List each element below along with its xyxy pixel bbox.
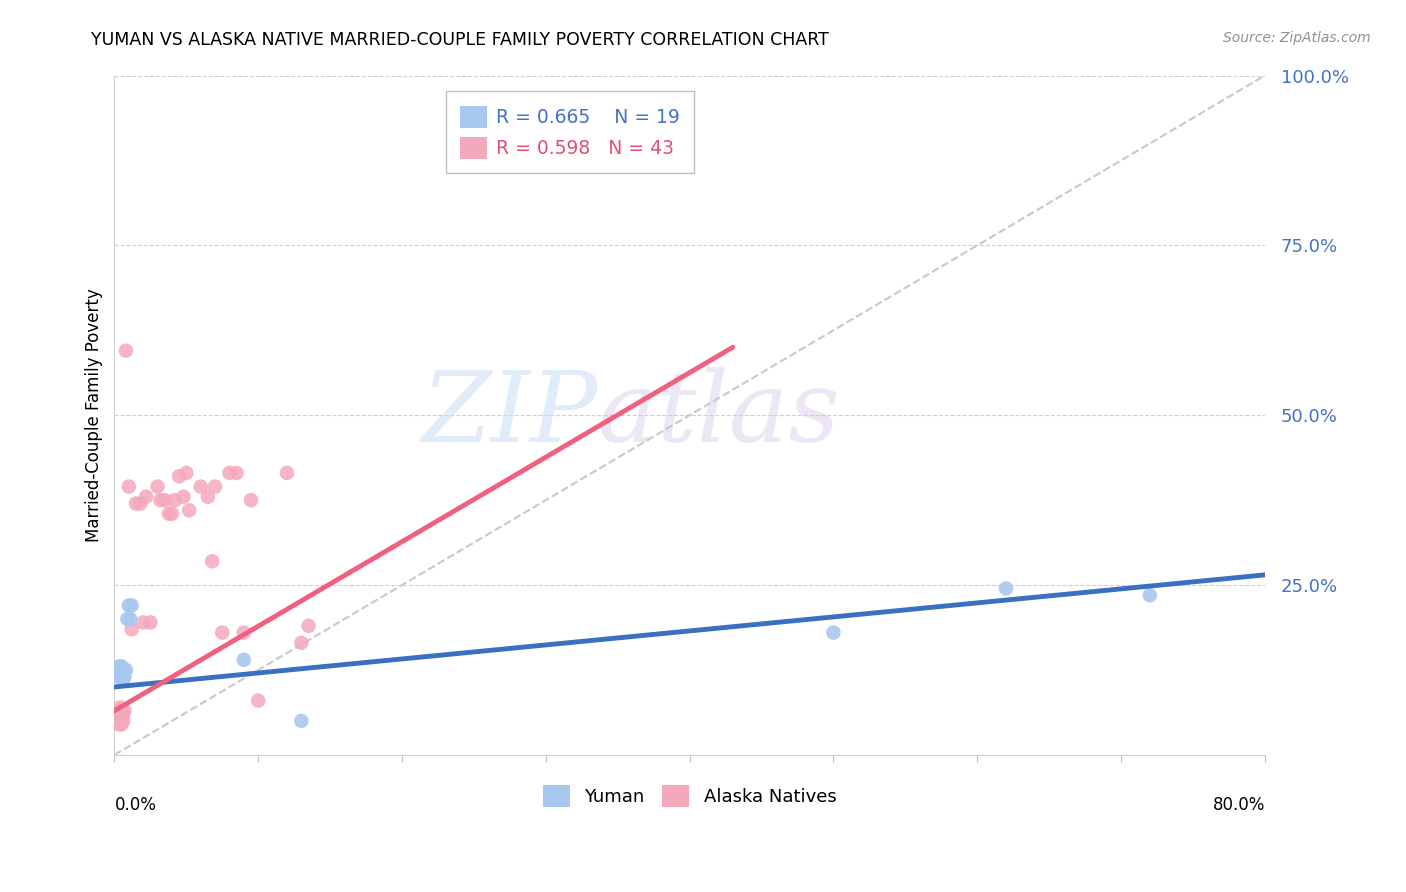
Point bbox=[110, 666, 132, 681]
Text: atlas: atlas bbox=[598, 368, 841, 463]
Point bbox=[110, 704, 132, 718]
Point bbox=[176, 466, 198, 480]
Point bbox=[121, 599, 143, 613]
Point bbox=[163, 493, 186, 508]
Point bbox=[107, 717, 129, 731]
Point bbox=[172, 490, 194, 504]
Point bbox=[108, 707, 131, 722]
Point bbox=[823, 625, 845, 640]
Point bbox=[240, 493, 263, 508]
Point bbox=[107, 670, 129, 684]
Point bbox=[232, 653, 254, 667]
Point bbox=[290, 714, 312, 728]
Point bbox=[112, 714, 135, 728]
Point bbox=[115, 343, 138, 358]
Point bbox=[114, 670, 136, 684]
Point bbox=[110, 710, 132, 724]
Text: ZIP: ZIP bbox=[422, 368, 598, 463]
Point bbox=[276, 466, 298, 480]
Point bbox=[247, 693, 270, 707]
Point bbox=[114, 704, 136, 718]
Point bbox=[179, 503, 201, 517]
Point bbox=[121, 622, 143, 636]
Point bbox=[108, 714, 131, 728]
Legend: Yuman, Alaska Natives: Yuman, Alaska Natives bbox=[536, 777, 844, 814]
Point bbox=[167, 469, 190, 483]
Point bbox=[110, 659, 132, 673]
Point bbox=[232, 625, 254, 640]
Point bbox=[108, 659, 131, 673]
Point bbox=[112, 673, 135, 688]
Point bbox=[107, 659, 129, 673]
Y-axis label: Married-Couple Family Poverty: Married-Couple Family Poverty bbox=[86, 288, 103, 542]
Text: YUMAN VS ALASKA NATIVE MARRIED-COUPLE FAMILY POVERTY CORRELATION CHART: YUMAN VS ALASKA NATIVE MARRIED-COUPLE FA… bbox=[91, 31, 830, 49]
Text: 0.0%: 0.0% bbox=[114, 796, 156, 814]
Point bbox=[297, 619, 319, 633]
Point bbox=[153, 493, 176, 508]
Point bbox=[112, 663, 135, 677]
Point bbox=[218, 466, 240, 480]
Point bbox=[108, 670, 131, 684]
Point bbox=[197, 490, 219, 504]
Point bbox=[290, 636, 312, 650]
Point bbox=[120, 612, 142, 626]
Point bbox=[132, 615, 155, 630]
Point bbox=[108, 700, 131, 714]
Point bbox=[1139, 588, 1161, 602]
Point bbox=[129, 496, 152, 510]
Point bbox=[112, 707, 135, 722]
Point bbox=[107, 704, 129, 718]
Point bbox=[225, 466, 247, 480]
Text: Source: ZipAtlas.com: Source: ZipAtlas.com bbox=[1223, 31, 1371, 45]
Point bbox=[135, 490, 157, 504]
Point bbox=[211, 625, 233, 640]
Point bbox=[160, 507, 183, 521]
Point bbox=[117, 612, 139, 626]
Point bbox=[107, 710, 129, 724]
Point bbox=[995, 582, 1018, 596]
Point bbox=[115, 663, 138, 677]
Point bbox=[149, 493, 172, 508]
Text: 80.0%: 80.0% bbox=[1212, 796, 1265, 814]
Point bbox=[157, 507, 180, 521]
Point bbox=[190, 479, 212, 493]
Point bbox=[204, 479, 226, 493]
Point bbox=[139, 615, 162, 630]
Point bbox=[146, 479, 169, 493]
Point bbox=[118, 599, 141, 613]
Point bbox=[110, 717, 132, 731]
Point bbox=[118, 479, 141, 493]
Point bbox=[125, 496, 148, 510]
Point bbox=[201, 554, 224, 568]
